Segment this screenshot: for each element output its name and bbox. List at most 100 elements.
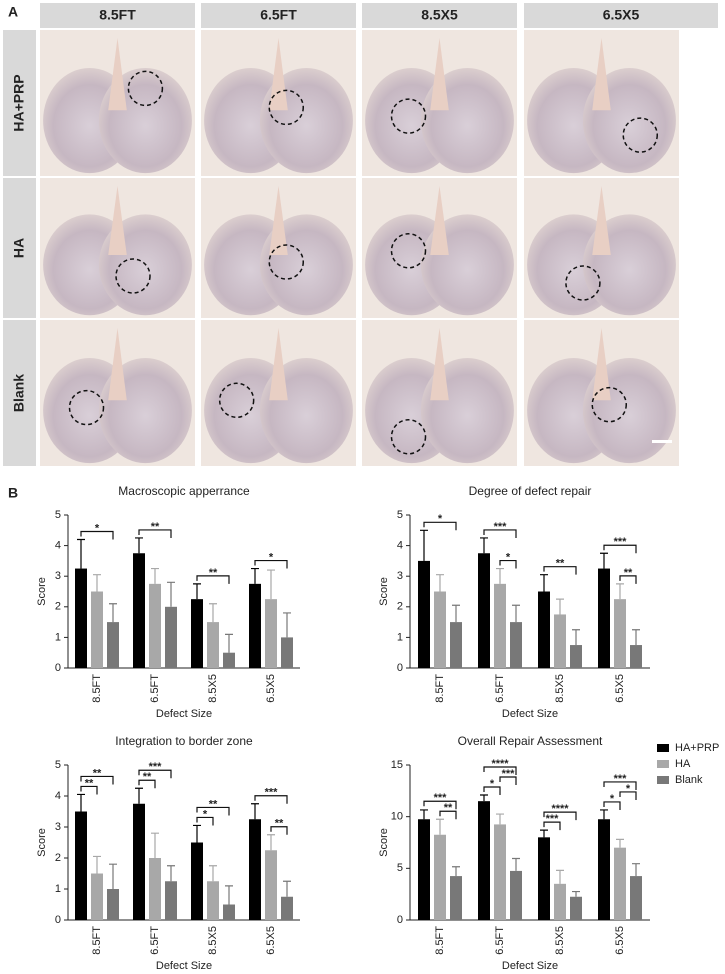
bar: [191, 599, 203, 668]
bar: [538, 591, 550, 668]
bar: [554, 614, 566, 668]
error-bar: [209, 865, 217, 882]
legend-swatch: [657, 776, 669, 784]
y-tick-label: 5: [55, 509, 61, 521]
error-bar: [225, 633, 233, 653]
defect-outline: [115, 258, 151, 294]
x-tick-label: 6.5FT: [149, 926, 161, 955]
x-axis-label: Defect Size: [156, 708, 212, 720]
significance-label: *: [626, 783, 631, 795]
defect-outline: [390, 419, 427, 455]
error-bar: [151, 567, 159, 584]
y-axis-label: Score: [36, 577, 48, 606]
error-bar: [93, 855, 101, 874]
error-bar: [600, 552, 608, 569]
error-bar: [251, 803, 259, 820]
significance-bracket: [196, 806, 230, 816]
panel-label: A: [8, 4, 18, 20]
defect-outline: [268, 244, 304, 280]
bar: [91, 873, 103, 920]
error-bar: [283, 612, 291, 638]
error-bar: [193, 583, 201, 600]
significance-bracket: [254, 795, 288, 804]
bar: [554, 883, 566, 920]
error-bar: [167, 581, 175, 607]
column-header: [362, 3, 517, 28]
significance-label: **: [275, 818, 284, 830]
y-tick-label: 1: [55, 631, 61, 643]
photo-groove: [269, 38, 288, 111]
error-bar: [512, 857, 520, 871]
significance-label: *: [269, 551, 274, 563]
significance-label: **: [93, 767, 102, 779]
error-bar: [135, 787, 143, 804]
significance-bracket: [80, 530, 114, 540]
y-tick-label: 3: [55, 570, 61, 582]
error-bar: [93, 574, 101, 592]
bar: [598, 568, 610, 668]
x-tick-label: 8.5FT: [91, 926, 103, 955]
bar: [165, 606, 177, 668]
bar: [478, 801, 490, 920]
x-tick-label: 8.5X5: [207, 674, 219, 703]
bar: [107, 889, 119, 920]
bar: [450, 876, 462, 920]
bar: [223, 652, 235, 668]
bar: [418, 819, 430, 920]
y-tick-label: 1: [55, 883, 61, 895]
bar: [191, 842, 203, 920]
y-tick-label: 0: [397, 914, 403, 926]
error-bar: [556, 869, 564, 884]
bar: [133, 553, 145, 668]
error-bar: [109, 603, 117, 623]
error-bar: [556, 598, 564, 615]
error-bar: [540, 574, 548, 592]
significance-label: **: [209, 567, 218, 579]
bar: [281, 637, 293, 668]
y-tick-label: 1: [397, 631, 403, 643]
bar: [570, 645, 582, 668]
bar: [494, 824, 506, 920]
significance-bracket: [619, 791, 637, 800]
significance-bracket: [499, 559, 517, 569]
defect-outline: [218, 382, 255, 419]
defect-outline: [390, 98, 427, 134]
y-tick-label: 3: [55, 821, 61, 833]
photo-groove: [430, 38, 449, 111]
y-tick-label: 2: [397, 601, 403, 613]
significance-bracket: [499, 776, 517, 785]
x-tick-label: 6.5FT: [149, 674, 161, 703]
x-tick-label: 8.5X5: [554, 674, 566, 703]
significance-label: *: [490, 778, 495, 790]
bar: [249, 819, 261, 920]
defect-outline: [591, 386, 627, 423]
column-header: [40, 3, 195, 28]
error-bar: [572, 629, 580, 646]
error-bar: [436, 818, 444, 835]
significance-label: ***: [614, 773, 628, 785]
bar: [281, 896, 293, 920]
y-axis-label: Score: [378, 577, 390, 606]
bar: [133, 803, 145, 920]
x-tick-label: 6.5FT: [494, 674, 506, 703]
x-tick-label: 8.5FT: [434, 674, 446, 703]
significance-label: ****: [551, 803, 569, 815]
error-bar: [480, 537, 488, 554]
x-tick-label: 6.5X5: [265, 674, 277, 703]
bar: [494, 583, 506, 668]
significance-label: **: [556, 558, 565, 570]
error-bar: [267, 834, 275, 851]
row-label: Blank: [11, 374, 27, 412]
defect-outline: [268, 89, 304, 126]
row-header: [3, 320, 36, 466]
error-bar: [109, 863, 117, 889]
chart-title: Integration to border zone: [115, 734, 253, 748]
row-header: [3, 30, 36, 176]
bar: [265, 599, 277, 668]
column-label: 8.5FT: [99, 7, 136, 23]
significance-bracket: [423, 800, 457, 810]
significance-label: *: [610, 793, 615, 805]
legend-label: HA+PRP: [675, 742, 719, 754]
x-tick-label: 8.5X5: [207, 926, 219, 955]
